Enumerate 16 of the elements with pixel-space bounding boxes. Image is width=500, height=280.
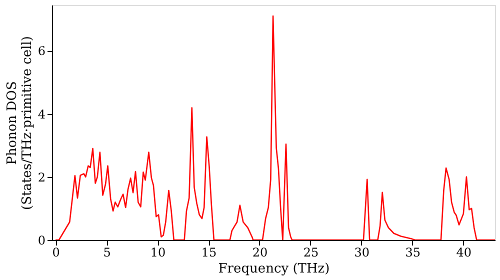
x-tick-label: 40 — [456, 246, 472, 260]
x-tick-label: 5 — [103, 246, 111, 260]
x-tick-label: 15 — [201, 246, 217, 260]
x-tick-label: 25 — [303, 246, 319, 260]
x-tick-label: 10 — [150, 246, 166, 260]
y-tick-label: 6 — [38, 44, 46, 58]
x-axis-title: Frequency (THz) — [218, 262, 330, 276]
y-tick-label: 4 — [38, 107, 46, 122]
line-series — [54, 15, 495, 240]
x-tick-label: 30 — [354, 246, 370, 260]
x-tick-label: 20 — [252, 246, 268, 260]
y-tick-label: 2 — [38, 170, 46, 184]
y-axis-title: Phonon DOS (States/THz·primitive cell) — [4, 36, 35, 210]
x-tick-label: 35 — [405, 246, 421, 260]
y-tick-label: 0 — [38, 234, 46, 248]
x-tick-label: 0 — [52, 246, 60, 260]
